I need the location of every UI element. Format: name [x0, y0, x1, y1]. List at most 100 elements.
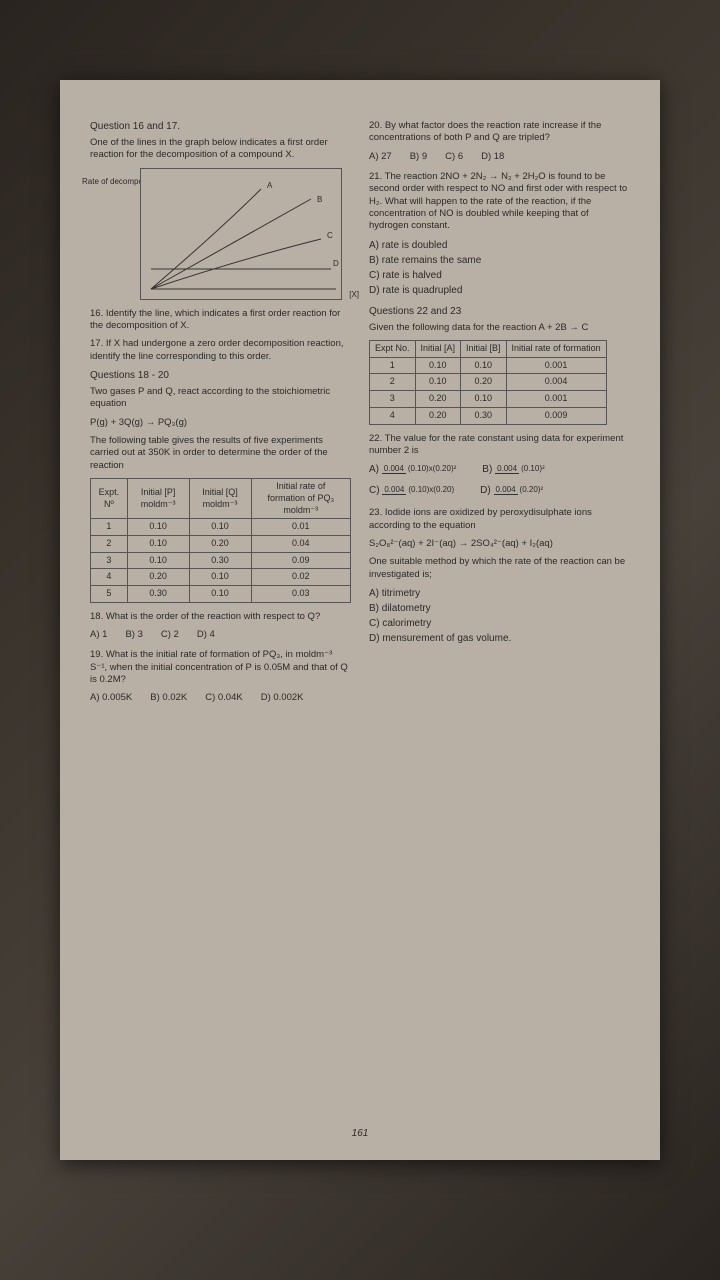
q19-opt-a: A) 0.005K	[90, 692, 132, 704]
experiment-table-2: Expt No. Initial [A] Initial [B] Initial…	[369, 340, 607, 424]
t2r1c0: 2	[370, 374, 416, 391]
q19-options: A) 0.005K B) 0.02K C) 0.04K D) 0.002K	[90, 692, 351, 704]
experiment-table-1: Expt. Nº Initial [P] moldm⁻³ Initial [Q]…	[90, 478, 351, 603]
q22-opt-c: C) 0.004(0.10)x(0.20)	[369, 484, 456, 497]
q20-opt-a: A) 27	[369, 151, 392, 163]
q23-options: A) titrimetry B) dilatometry C) calorime…	[369, 587, 630, 645]
t1r0c0: 1	[91, 519, 128, 536]
t2r0c3: 0.001	[506, 357, 606, 374]
q21-opt-a: A) rate is doubled	[369, 239, 630, 252]
t1r2c2: 0.30	[189, 552, 251, 569]
q17-text: 17. If X had undergone a zero order deco…	[90, 338, 351, 363]
q22-options: A) 0.004(0.10)x(0.20)² B) 0.004(0.10)² C…	[369, 463, 630, 497]
curve-c-label: C	[327, 231, 333, 241]
q21-options: A) rate is doubled B) rate remains the s…	[369, 239, 630, 297]
t1r1c1: 0.10	[127, 535, 189, 552]
q22-23-title: Questions 22 and 23	[369, 305, 630, 318]
t2r3c0: 4	[370, 407, 416, 424]
q22-23-text: Given the following data for the reactio…	[369, 322, 630, 334]
q22-opt-d: D) 0.004(0.20)²	[480, 484, 545, 497]
t2r2c2: 0.10	[461, 391, 507, 408]
t1r3c0: 4	[91, 569, 128, 586]
t2r3c3: 0.009	[506, 407, 606, 424]
q20-text: 20. By what factor does the reaction rat…	[369, 120, 630, 145]
t2r3c1: 0.20	[415, 407, 461, 424]
q18-opt-b: B) 3	[125, 629, 142, 641]
t1-h3: Initial rate of formation of PQ₃ moldm⁻³	[251, 479, 350, 519]
t2r2c1: 0.20	[415, 391, 461, 408]
q23-opt-c: C) calorimetry	[369, 617, 630, 630]
q22-text: 22. The value for the rate constant usin…	[369, 433, 630, 458]
q20-opt-b: B) 9	[410, 151, 427, 163]
q19-opt-b: B) 0.02K	[150, 692, 187, 704]
q23-eqn: S₂O₈²⁻(aq) + 2I⁻(aq) → 2SO₄²⁻(aq) + I₂(a…	[369, 538, 630, 550]
t2r1c1: 0.10	[415, 374, 461, 391]
t1r0c2: 0.10	[189, 519, 251, 536]
t2r2c3: 0.001	[506, 391, 606, 408]
q18-20-eqn: P(g) + 3Q(g) → PQ₃(g)	[90, 417, 351, 429]
t2r0c0: 1	[370, 357, 416, 374]
q16-17-title: Question 16 and 17.	[90, 120, 351, 133]
exam-page: Question 16 and 17. One of the lines in …	[60, 80, 660, 1160]
q23-opt-d: D) mensurement of gas volume.	[369, 632, 630, 645]
q19-text: 19. What is the initial rate of formatio…	[90, 649, 351, 686]
t2r2c0: 3	[370, 391, 416, 408]
t2r1c3: 0.004	[506, 374, 606, 391]
q23-opt-a: A) titrimetry	[369, 587, 630, 600]
q18-opt-d: D) 4	[197, 629, 215, 641]
curve-a-label: A	[267, 181, 272, 191]
t1r2c1: 0.10	[127, 552, 189, 569]
q18-opt-a: A) 1	[90, 629, 107, 641]
q16-text: 16. Identify the line, which indicates a…	[90, 308, 351, 333]
q19-opt-d: D) 0.002K	[261, 692, 304, 704]
t1r1c2: 0.20	[189, 535, 251, 552]
t1r3c2: 0.10	[189, 569, 251, 586]
t1r2c3: 0.09	[251, 552, 350, 569]
t2r0c2: 0.10	[461, 357, 507, 374]
t2-h1: Initial [A]	[415, 341, 461, 358]
t1-h1: Initial [P] moldm⁻³	[127, 479, 189, 519]
q22-opt-a: A) 0.004(0.10)x(0.20)²	[369, 463, 458, 476]
curve-b-label: B	[317, 195, 322, 205]
q18-opt-c: C) 2	[161, 629, 179, 641]
t1r0c3: 0.01	[251, 519, 350, 536]
t2-h2: Initial [B]	[461, 341, 507, 358]
q16-17-text: One of the lines in the graph below indi…	[90, 137, 351, 162]
t1-h0: Expt. Nº	[91, 479, 128, 519]
t2-h3: Initial rate of formation	[506, 341, 606, 358]
t2r1c2: 0.20	[461, 374, 507, 391]
t1r4c0: 5	[91, 585, 128, 602]
left-column: Question 16 and 17. One of the lines in …	[90, 120, 351, 713]
t2r0c1: 0.10	[415, 357, 461, 374]
q22-opt-b: B) 0.004(0.10)²	[482, 463, 546, 476]
q18-text: 18. What is the order of the reaction wi…	[90, 611, 351, 623]
curve-d-label: D	[333, 259, 339, 269]
t1r3c3: 0.02	[251, 569, 350, 586]
q21-opt-c: C) rate is halved	[369, 269, 630, 282]
page-number: 161	[352, 1127, 369, 1140]
q20-options: A) 27 B) 9 C) 6 D) 18	[369, 151, 630, 163]
t1r3c1: 0.20	[127, 569, 189, 586]
two-column-layout: Question 16 and 17. One of the lines in …	[90, 120, 630, 713]
t1r4c2: 0.10	[189, 585, 251, 602]
q21-opt-b: B) rate remains the same	[369, 254, 630, 267]
t2-h0: Expt No.	[370, 341, 416, 358]
q23-text2: One suitable method by which the rate of…	[369, 556, 630, 581]
graph-svg	[141, 169, 341, 299]
q21-text: 21. The reaction 2NO + 2N₂ → N₂ + 2H₂O i…	[369, 171, 630, 233]
q18-20-title: Questions 18 - 20	[90, 369, 351, 382]
t1r4c3: 0.03	[251, 585, 350, 602]
right-column: 20. By what factor does the reaction rat…	[369, 120, 630, 713]
q18-20-text2: The following table gives the results of…	[90, 435, 351, 472]
q20-opt-d: D) 18	[481, 151, 504, 163]
t1r2c0: 3	[91, 552, 128, 569]
q19-opt-c: C) 0.04K	[205, 692, 243, 704]
t1-h2: Initial [Q] moldm⁻³	[189, 479, 251, 519]
q23-text: 23. Iodide ions are oxidized by peroxydi…	[369, 507, 630, 532]
t2r3c2: 0.30	[461, 407, 507, 424]
t1r1c0: 2	[91, 535, 128, 552]
rate-graph: A B C D [X]	[140, 168, 342, 300]
t1r0c1: 0.10	[127, 519, 189, 536]
graph-x-label: [X]	[349, 290, 359, 300]
q18-options: A) 1 B) 3 C) 2 D) 4	[90, 629, 351, 641]
